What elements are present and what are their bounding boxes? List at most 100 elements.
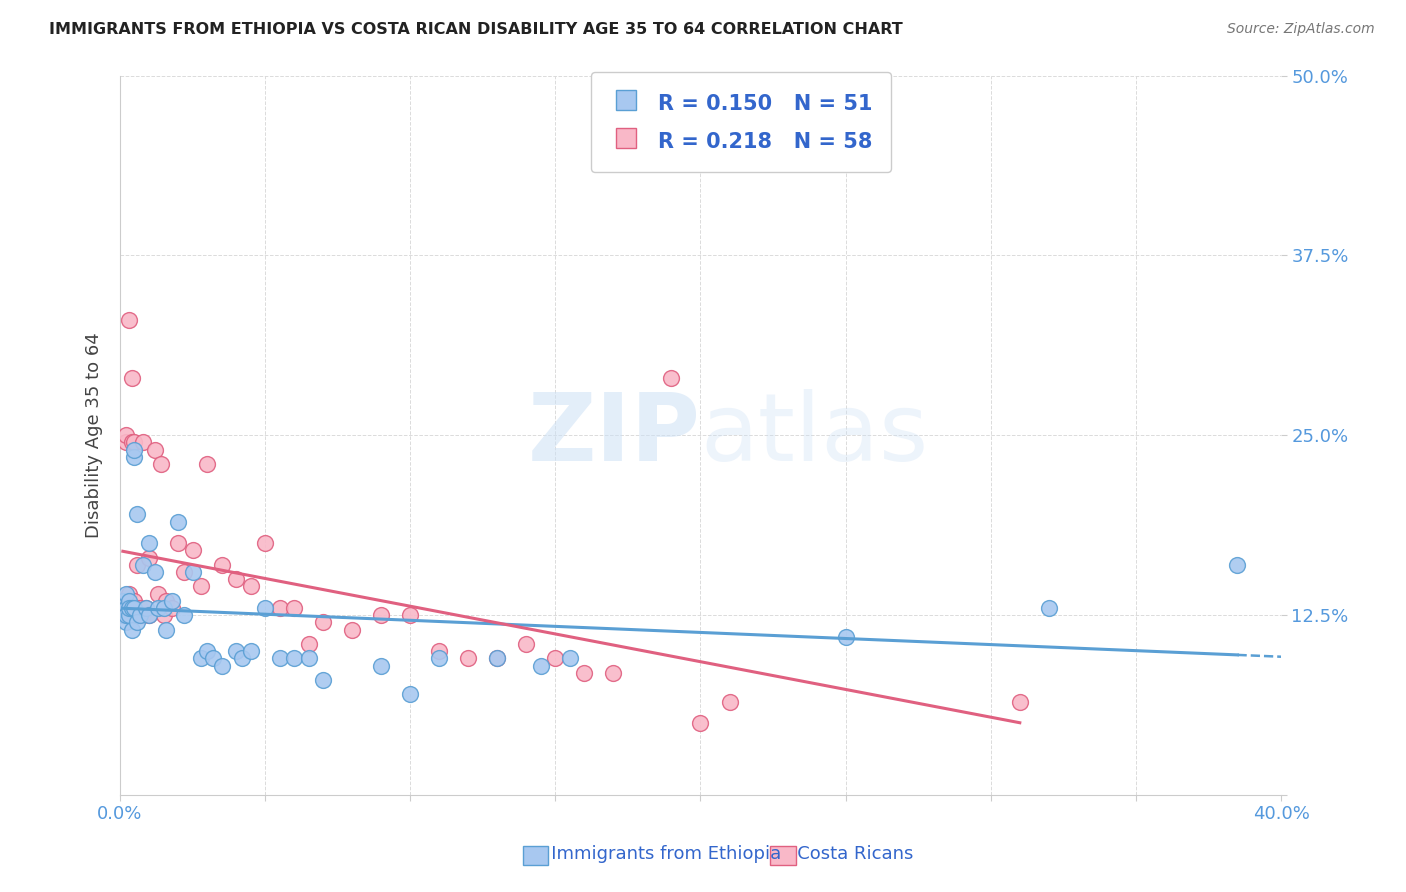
Point: [114, 615, 136, 630]
Point: [111, 594, 134, 608]
Point: [312, 615, 335, 630]
Point: [239, 579, 262, 593]
Point: [457, 651, 479, 665]
Point: [254, 601, 277, 615]
Point: [118, 601, 141, 615]
Point: [298, 637, 321, 651]
Point: [135, 601, 157, 615]
Point: [121, 370, 143, 384]
Point: [427, 651, 450, 665]
Text: atlas: atlas: [700, 389, 929, 482]
Point: [269, 651, 291, 665]
Point: [121, 601, 143, 615]
Point: [231, 651, 253, 665]
Text: Source: ZipAtlas.com: Source: ZipAtlas.com: [1227, 22, 1375, 37]
Point: [181, 543, 204, 558]
Point: [114, 601, 136, 615]
Point: [124, 608, 146, 623]
Point: [211, 658, 233, 673]
Point: [118, 313, 141, 327]
Point: [195, 457, 218, 471]
Point: [138, 608, 160, 623]
Point: [530, 658, 553, 673]
Point: [114, 428, 136, 442]
Point: [574, 665, 596, 680]
Point: [121, 601, 143, 615]
Point: [111, 608, 134, 623]
Point: [114, 608, 136, 623]
Point: [254, 536, 277, 550]
Point: [111, 601, 134, 615]
Point: [152, 601, 174, 615]
Text: Costa Ricans: Costa Ricans: [780, 846, 914, 863]
Point: [181, 565, 204, 579]
Point: [149, 457, 172, 471]
Point: [121, 623, 143, 637]
Point: [340, 623, 363, 637]
Point: [427, 644, 450, 658]
Point: [269, 601, 291, 615]
Point: [689, 716, 711, 731]
Point: [146, 601, 169, 615]
Point: [167, 536, 190, 550]
Point: [312, 673, 335, 687]
Point: [283, 601, 305, 615]
Text: ZIP: ZIP: [527, 389, 700, 482]
Point: [146, 586, 169, 600]
Point: [127, 615, 149, 630]
Point: [129, 608, 152, 623]
Point: [132, 558, 155, 572]
Point: [370, 608, 392, 623]
Point: [127, 508, 149, 522]
Point: [558, 651, 581, 665]
Point: [201, 651, 224, 665]
Point: [118, 594, 141, 608]
Point: [486, 651, 509, 665]
Legend: R = 0.150   N = 51, R = 0.218   N = 58: R = 0.150 N = 51, R = 0.218 N = 58: [591, 71, 891, 172]
Point: [143, 565, 166, 579]
Point: [225, 644, 247, 658]
Point: [114, 586, 136, 600]
Point: [114, 608, 136, 623]
Point: [111, 601, 134, 615]
Point: [129, 601, 152, 615]
Point: [124, 450, 146, 464]
Point: [225, 572, 247, 586]
Point: [155, 623, 177, 637]
Point: [127, 558, 149, 572]
Point: [127, 601, 149, 615]
Point: [160, 601, 183, 615]
Point: [1008, 694, 1031, 708]
Point: [143, 442, 166, 457]
Point: [718, 694, 741, 708]
Point: [152, 608, 174, 623]
Point: [129, 608, 152, 623]
Point: [190, 579, 212, 593]
Point: [114, 435, 136, 450]
Point: [211, 558, 233, 572]
Point: [135, 601, 157, 615]
Point: [132, 435, 155, 450]
Text: Immigrants from Ethiopia: Immigrants from Ethiopia: [534, 846, 782, 863]
Point: [602, 665, 624, 680]
Point: [138, 608, 160, 623]
Point: [124, 435, 146, 450]
Point: [399, 687, 422, 701]
Point: [114, 601, 136, 615]
Point: [124, 594, 146, 608]
Point: [486, 651, 509, 665]
Point: [124, 601, 146, 615]
Point: [167, 515, 190, 529]
Point: [118, 586, 141, 600]
Point: [155, 594, 177, 608]
Point: [111, 608, 134, 623]
Point: [138, 550, 160, 565]
Point: [298, 651, 321, 665]
Point: [190, 651, 212, 665]
Point: [544, 651, 567, 665]
Point: [118, 608, 141, 623]
Point: [1226, 558, 1249, 572]
Point: [132, 608, 155, 623]
Point: [239, 644, 262, 658]
Point: [515, 637, 537, 651]
